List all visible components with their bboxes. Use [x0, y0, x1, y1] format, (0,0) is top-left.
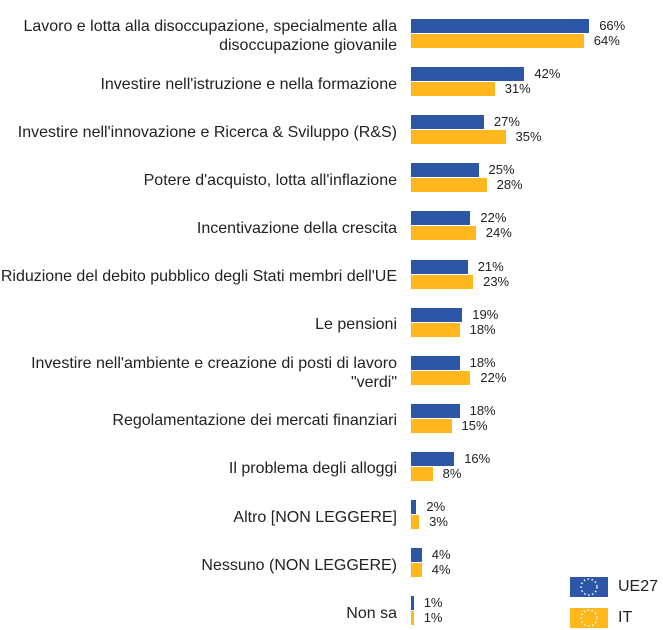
bar [411, 163, 479, 178]
bar [411, 274, 474, 289]
bar [411, 515, 420, 529]
value-label: 4% [431, 562, 451, 578]
bar [411, 211, 471, 226]
bar [411, 611, 414, 626]
value-label: 35% [515, 129, 542, 145]
bar [411, 130, 506, 145]
value-label: 18% [469, 354, 496, 370]
category-label: Regolamentazione dei mercati finanziari [112, 412, 397, 430]
bar [411, 322, 460, 337]
legend-icon [570, 608, 608, 628]
bar [411, 19, 590, 33]
value-label: 1% [423, 610, 443, 626]
bar [411, 596, 414, 611]
bar [411, 418, 452, 433]
bar [411, 548, 422, 563]
bar [411, 466, 433, 481]
legend-label: IT [618, 609, 633, 626]
value-label: 42% [534, 66, 561, 82]
bar [411, 226, 476, 241]
value-label: 25% [488, 162, 515, 178]
category-label: Investire nell'innovazione e Ricerca & S… [17, 123, 397, 141]
legend-label: UE27 [618, 578, 659, 595]
category-label: Le pensioni [315, 316, 397, 334]
category-label: Incentivazione della crescita [196, 219, 397, 237]
category-label: Nessuno (NON LEGGERE) [201, 556, 397, 574]
value-label: 23% [483, 273, 510, 289]
value-label: 27% [493, 114, 520, 130]
value-label: 22% [480, 210, 507, 226]
value-label: 64% [593, 33, 620, 48]
bar [411, 355, 460, 370]
value-label: 22% [480, 369, 507, 385]
value-label: 66% [599, 18, 626, 33]
category-label: Il problema degli alloggi [228, 460, 397, 478]
legend-icon-art [580, 609, 598, 627]
legend-icon-art [580, 578, 598, 596]
category-label: Investire nell'ambiente e creazione di p… [31, 354, 397, 391]
value-label: 21% [477, 258, 504, 274]
category-label: Riduzione del debito pubblico degli Stat… [0, 268, 397, 286]
bar [411, 34, 584, 48]
value-label: 4% [431, 547, 451, 563]
bar [411, 67, 525, 82]
value-label: 18% [469, 402, 496, 418]
bar [411, 500, 417, 514]
value-label: 15% [461, 417, 488, 433]
category-label: Lavoro e lotta alla disoccupazione, spec… [23, 18, 397, 55]
value-label: 24% [485, 225, 512, 241]
category-label: Non sa [346, 604, 397, 622]
bar [411, 259, 468, 274]
value-label: 16% [464, 450, 491, 466]
bar [411, 370, 471, 385]
value-label: 3% [429, 514, 448, 529]
bar [411, 178, 487, 193]
value-label: 19% [472, 306, 499, 322]
bar [411, 563, 422, 578]
bar [411, 403, 460, 418]
bar [411, 115, 484, 130]
value-label: 8% [442, 465, 462, 481]
bar [411, 307, 463, 322]
value-label: 1% [423, 595, 443, 611]
bar [411, 82, 495, 97]
legend-icon [570, 577, 608, 597]
bar [411, 451, 455, 466]
category-label: Potere d'acquisto, lotta all'inflazione [143, 171, 397, 189]
value-label: 28% [496, 177, 523, 193]
value-label: 2% [426, 499, 446, 514]
value-label: 31% [504, 81, 531, 97]
category-label: Investire nell'istruzione e nella formaz… [100, 75, 397, 93]
category-label: Altro [NON LEGGERE] [233, 508, 397, 526]
value-label: 18% [469, 321, 496, 337]
